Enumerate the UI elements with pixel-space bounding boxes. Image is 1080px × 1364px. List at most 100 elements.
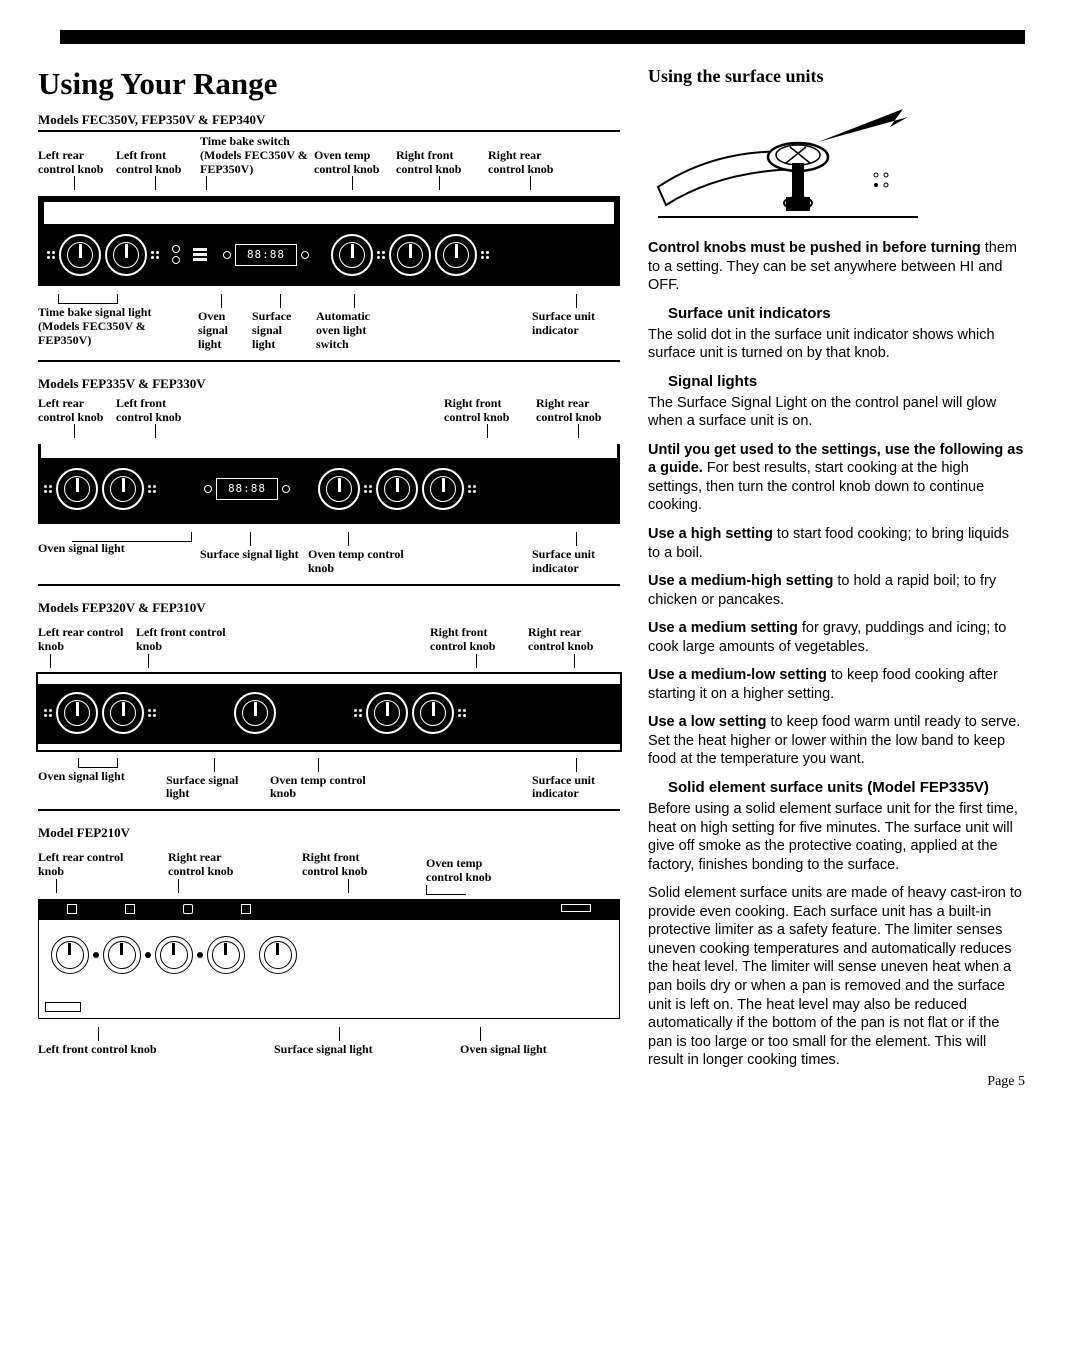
label-rf4: Right front control knob	[302, 851, 394, 879]
label-lr3: Left rear control knob	[38, 626, 130, 654]
control-panel-3	[38, 674, 620, 750]
models-header-2: Models FEP335V & FEP330V	[38, 376, 620, 394]
label-tb: Time bake switch (Models FEC350V & FEP35…	[200, 135, 308, 176]
label-osl4: Oven signal light	[460, 1043, 547, 1057]
para-1: Control knobs must be pushed in before t…	[648, 239, 1025, 295]
para-5: Use a high setting to start food cooking…	[648, 525, 1025, 562]
label-rr4: Right rear control knob	[168, 851, 260, 879]
label-tbs: Time bake signal light (Models FEC350V &…	[38, 306, 190, 347]
knob-illustration	[648, 97, 928, 227]
top-black-bar	[60, 30, 1025, 44]
knob-icon	[366, 692, 408, 734]
knob-icon	[51, 936, 89, 974]
subhead-2: Signal lights	[668, 373, 1025, 390]
knob-icon	[103, 936, 141, 974]
knob-icon	[435, 234, 477, 276]
light-icon	[223, 251, 231, 259]
dot-indicator-icon	[151, 251, 159, 259]
para-6: Use a medium-high setting to hold a rapi…	[648, 572, 1025, 609]
label-lr2: Left rear control knob	[38, 397, 110, 425]
knob-icon	[56, 468, 98, 510]
models-header-3: Models FEP320V & FEP310V	[38, 600, 620, 618]
dot-indicator-icon	[47, 251, 55, 259]
label-osl3: Oven signal light	[38, 770, 158, 784]
labels-top-3: Left rear control knob Left front contro…	[38, 626, 620, 670]
knob-icon	[59, 234, 101, 276]
dot-indicator-icon	[377, 251, 385, 259]
label-rr: Right rear control knob	[488, 149, 572, 177]
knob-icon	[105, 234, 147, 276]
right-title: Using the surface units	[648, 66, 1025, 87]
dot-indicator-icon	[481, 251, 489, 259]
page-columns: Using Your Range Models FEC350V, FEP350V…	[38, 66, 1025, 1090]
knob-icon	[318, 468, 360, 510]
label-ot: Oven temp control knob	[314, 149, 390, 177]
knob-icon	[102, 692, 144, 734]
para-10: Before using a solid element surface uni…	[648, 800, 1025, 874]
para-8: Use a medium-low setting to keep food co…	[648, 666, 1025, 703]
label-rf: Right front control knob	[396, 149, 482, 177]
label-rr3: Right rear control knob	[528, 626, 620, 654]
digital-display: 88:88	[235, 244, 297, 266]
control-panel-2: 88:88	[38, 444, 620, 524]
knob-icon	[376, 468, 418, 510]
para-9: Use a low setting to keep food warm unti…	[648, 713, 1025, 769]
knob-icon	[155, 936, 193, 974]
para-2: The solid dot in the surface unit indica…	[648, 326, 1025, 363]
label-lr4: Left rear control knob	[38, 851, 134, 879]
label-ot4: Oven temp control knob	[426, 857, 518, 885]
para-11: Solid element surface units are made of …	[648, 884, 1025, 1069]
label-osl: Oven signal light	[198, 310, 244, 351]
labels-top-1: Left rear control knob Left front contro…	[38, 135, 620, 192]
label-ssl: Surface signal light	[252, 310, 308, 351]
label-sui3: Surface unit indicator	[532, 774, 620, 802]
models-header-1: Models FEC350V, FEP350V & FEP340V	[38, 112, 620, 132]
knob-icon	[259, 936, 297, 974]
subhead-3: Solid element surface units (Model FEP33…	[668, 779, 1025, 796]
knob-icon	[331, 234, 373, 276]
para-4: Until you get used to the settings, use …	[648, 441, 1025, 515]
knob-icon	[234, 692, 276, 734]
label-osl2: Oven signal light	[38, 542, 192, 556]
label-otck3: Oven temp control knob	[270, 774, 366, 802]
label-ssl3: Surface signal light	[166, 774, 262, 802]
control-panel-4	[38, 899, 620, 1019]
label-rf3: Right front control knob	[430, 626, 522, 654]
knob-icon	[207, 936, 245, 974]
diagram-1: Models FEC350V, FEP350V & FEP340V Left r…	[38, 112, 620, 362]
knob-icon	[422, 468, 464, 510]
models-header-4: Model FEP210V	[38, 825, 620, 843]
diagram-3: Models FEP320V & FEP310V Left rear contr…	[38, 600, 620, 811]
label-lf2: Left front control knob	[116, 397, 194, 425]
left-column: Using Your Range Models FEC350V, FEP350V…	[38, 66, 620, 1090]
knob-icon	[389, 234, 431, 276]
label-lf4: Left front control knob	[38, 1043, 188, 1057]
label-lf3: Left front control knob	[136, 626, 228, 654]
main-title: Using Your Range	[38, 66, 620, 102]
para-3: The Surface Signal Light on the control …	[648, 394, 1025, 431]
digital-display: 88:88	[216, 478, 278, 500]
label-lr: Left rear control knob	[38, 149, 110, 177]
page-number: Page 5	[648, 1074, 1025, 1090]
knob-icon	[102, 468, 144, 510]
label-otck2: Oven temp control knob	[308, 548, 418, 576]
labels-bot-3: Oven signal light Surface signal light O…	[38, 754, 620, 812]
label-sui2: Surface unit indicator	[532, 548, 620, 576]
label-rr2: Right rear control knob	[536, 397, 620, 425]
para-7: Use a medium setting for gravy, puddings…	[648, 619, 1025, 656]
right-column: Using the surface units Control knobs mu…	[648, 66, 1025, 1090]
label-sui: Surface unit indicator	[532, 310, 620, 338]
label-ssl2: Surface signal light	[200, 548, 300, 562]
subhead-1: Surface unit indicators	[668, 305, 1025, 322]
light-icon	[301, 251, 309, 259]
label-lf: Left front control knob	[116, 149, 194, 177]
label-rf2: Right front control knob	[444, 397, 530, 425]
labels-bot-4: Left front control knob Surface signal l…	[38, 1023, 620, 1065]
label-ssl4: Surface signal light	[274, 1043, 404, 1057]
labels-top-2: Left rear control knob Left front contro…	[38, 397, 620, 441]
labels-top-4: Left rear control knob Right rear contro…	[38, 851, 620, 895]
labels-bot-2: Oven signal light Surface signal light O…	[38, 528, 620, 586]
knob-icon	[412, 692, 454, 734]
control-panel-1: 88:88	[38, 196, 620, 286]
diagram-2: Models FEP335V & FEP330V Left rear contr…	[38, 376, 620, 586]
